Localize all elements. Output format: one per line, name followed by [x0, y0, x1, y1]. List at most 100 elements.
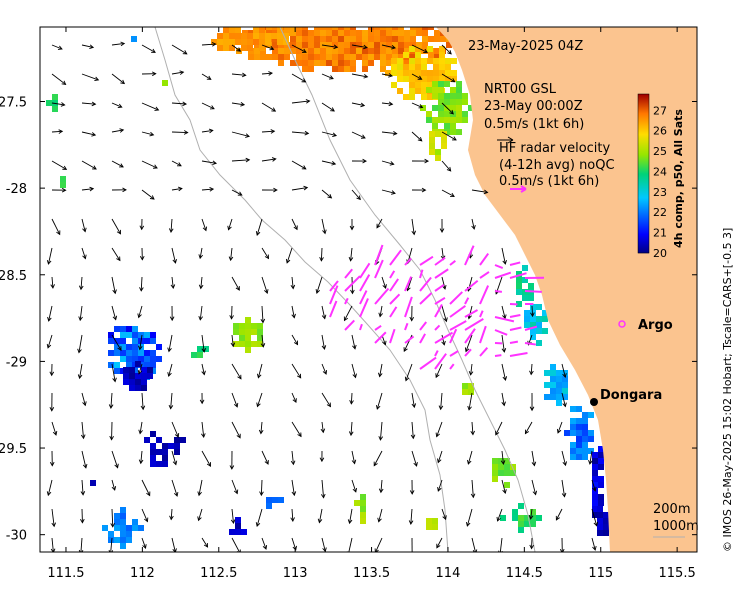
model-arrowhead [483, 189, 489, 195]
model-arrow [321, 160, 336, 165]
sst-pixel [126, 537, 132, 543]
model-arrow [441, 334, 445, 345]
model-arrowhead [333, 44, 339, 50]
sst-pixel [356, 36, 362, 42]
model-arrow [201, 129, 213, 133]
model-arrow [411, 218, 415, 235]
sst-pixel [451, 76, 457, 82]
sst-pixel [350, 30, 356, 36]
model-arrow [376, 218, 383, 228]
model-arrowhead [502, 489, 507, 495]
sst-pixel [433, 76, 439, 82]
radar-arrow [359, 323, 363, 331]
sst-pixel [114, 338, 120, 344]
sst-pixel [562, 382, 568, 388]
model-arrow [51, 218, 61, 235]
colorbar-cell [638, 169, 649, 171]
sst-pixel [126, 326, 132, 332]
model-arrowhead [530, 312, 535, 318]
model-arrowhead [351, 459, 357, 465]
sst-pixel [439, 64, 445, 70]
isobath-1000-label: 1000m [653, 519, 699, 534]
model-arrow [467, 450, 473, 465]
model-arrowhead [559, 548, 565, 552]
sst-pixel [314, 60, 320, 66]
sst-pixel [284, 54, 290, 60]
sst-pixel [308, 60, 314, 66]
sst-pixel [380, 48, 386, 54]
sst-pixel [344, 66, 350, 72]
sst-pixel [120, 531, 126, 537]
sst-pixel [456, 99, 462, 105]
model-arrowhead [290, 517, 295, 522]
radar-arrow [464, 328, 476, 344]
colorbar-tick-label: 25 [653, 145, 667, 158]
sst-pixel [498, 464, 504, 470]
x-tick-label: 114.5 [506, 566, 543, 581]
model-arrow [351, 363, 356, 378]
sst-pixel [338, 60, 344, 66]
radar-arrow [344, 268, 353, 279]
colorbar-cell [638, 182, 649, 184]
model-arrowhead [377, 372, 383, 378]
model-arrow [51, 102, 65, 106]
colorbar-cell [638, 120, 649, 122]
sst-pixel [570, 406, 576, 412]
model-arrowhead [46, 491, 52, 497]
model-arrowhead [138, 429, 143, 435]
radar-arrow [509, 261, 521, 266]
sst-pixel [251, 329, 257, 335]
sst-pixel [132, 525, 138, 531]
sst-pixel [504, 458, 510, 464]
sst-pixel [598, 494, 604, 500]
sst-pixel [433, 64, 439, 70]
model-arrow [591, 508, 598, 526]
model-arrowhead [465, 521, 471, 527]
sst-pixel [570, 442, 576, 448]
radar-arrow [494, 354, 502, 357]
sst-pixel [391, 64, 397, 70]
sst-pixel [251, 341, 257, 347]
model-arrowhead [592, 545, 597, 551]
sst-pixel [385, 70, 391, 76]
model-arrowhead [360, 134, 366, 139]
y-tick-label: -28 [6, 182, 27, 197]
model-arrowhead [562, 373, 567, 378]
model-arrow [170, 218, 173, 233]
model-arrow [199, 305, 203, 320]
model-arrow [411, 392, 415, 408]
sst-pixel [326, 42, 332, 48]
colorbar-cell [638, 167, 649, 169]
model-arrowhead [292, 398, 297, 404]
sst-pixel [253, 39, 259, 45]
sst-pixel [278, 18, 284, 24]
model-arrowhead [352, 344, 357, 350]
model-arrow [138, 305, 143, 318]
model-arrowhead [167, 372, 172, 377]
colorbar-cell [638, 196, 649, 198]
model-arrow [291, 421, 302, 437]
model-arrowhead [140, 405, 146, 411]
colorbar-cell [638, 123, 649, 125]
sst-pixel [516, 271, 522, 277]
model-arrow [111, 508, 114, 527]
model-arrowhead [60, 102, 66, 107]
model-arrowhead [271, 157, 277, 162]
sst-pixel [562, 370, 568, 376]
model-arrow [471, 218, 475, 230]
model-arrow [471, 479, 474, 498]
sst-pixel [296, 48, 302, 54]
sst-pixel [338, 48, 344, 54]
sst-pixel [229, 45, 235, 51]
sst-pixel [374, 42, 380, 48]
colorbar-cell [638, 219, 649, 221]
model-arrowhead [206, 462, 211, 467]
model-arrowhead [529, 544, 534, 550]
model-arrow [441, 131, 457, 141]
sst-pixel [397, 58, 403, 64]
model-arrow [321, 44, 338, 48]
sst-pixel [410, 36, 416, 42]
sst-pixel [576, 406, 582, 412]
model-arrowhead [139, 287, 144, 292]
sst-pixel [444, 81, 450, 87]
